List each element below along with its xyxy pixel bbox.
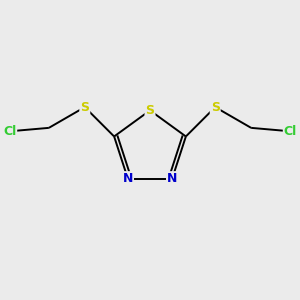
Text: Cl: Cl (284, 125, 297, 138)
Text: S: S (146, 104, 154, 117)
Text: Cl: Cl (3, 125, 16, 138)
Text: N: N (167, 172, 177, 185)
Text: S: S (80, 100, 89, 114)
Text: S: S (211, 100, 220, 114)
Text: N: N (123, 172, 133, 185)
